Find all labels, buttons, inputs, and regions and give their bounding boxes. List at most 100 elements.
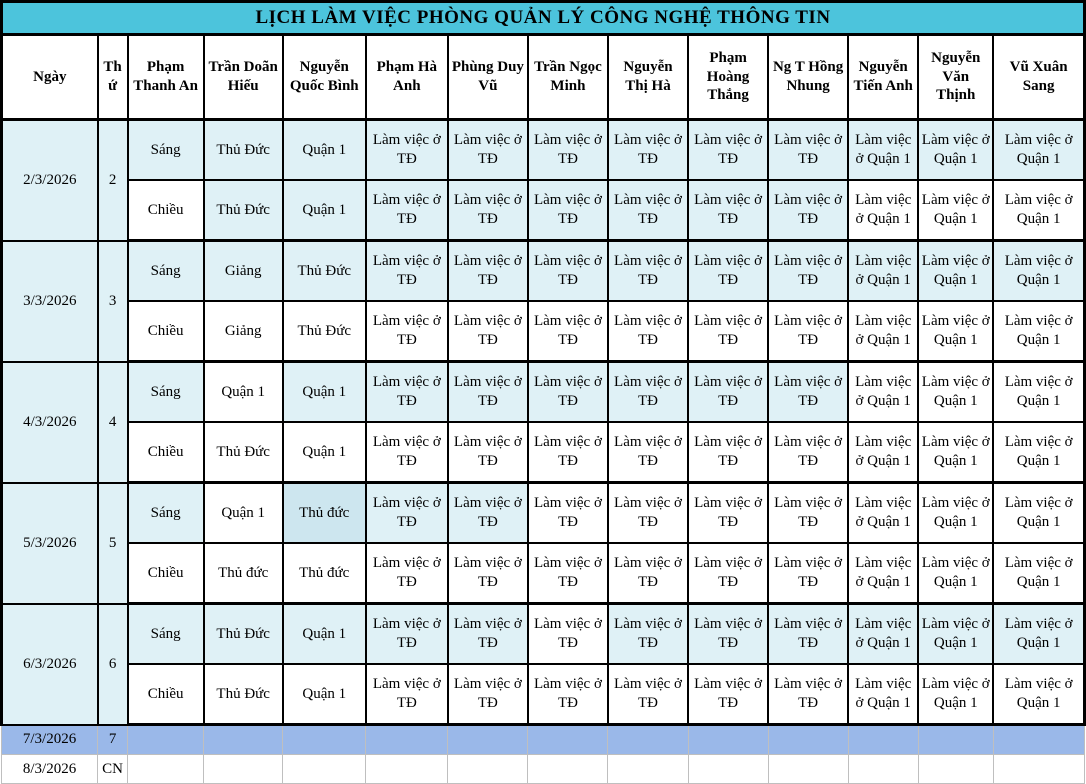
header-cell-tran-ngoc-minh[interactable]: Trần Ngọc Minh xyxy=(526,33,609,121)
empty-cell[interactable] xyxy=(847,724,919,755)
session-cell-chieu[interactable]: Chiều xyxy=(126,663,205,726)
schedule-cell[interactable]: Làm việc ở TĐ xyxy=(767,179,850,242)
schedule-cell[interactable]: Làm việc ở TĐ xyxy=(526,542,609,605)
schedule-cell[interactable]: Làm việc ở TĐ xyxy=(446,663,529,726)
weekday-cell[interactable]: 2 xyxy=(96,118,129,242)
schedule-cell[interactable]: Làm việc ở TĐ xyxy=(526,179,609,242)
schedule-cell[interactable]: Làm việc ở Quận 1 xyxy=(847,602,920,665)
empty-cell[interactable] xyxy=(917,724,994,755)
weekday-cell[interactable]: 7 xyxy=(97,724,129,755)
empty-cell[interactable] xyxy=(607,724,689,755)
schedule-cell[interactable]: Làm việc ở TĐ xyxy=(606,239,690,302)
weekday-cell[interactable]: CN xyxy=(97,754,129,784)
schedule-cell[interactable]: Làm việc ở TĐ xyxy=(364,360,449,423)
schedule-cell[interactable]: Làm việc ở TĐ xyxy=(606,663,690,726)
schedule-cell[interactable]: Thủ đức xyxy=(281,542,367,605)
empty-cell[interactable] xyxy=(447,724,529,755)
schedule-cell[interactable]: Làm việc ở TĐ xyxy=(767,542,850,605)
header-cell-ng-t-hong-nhung[interactable]: Ng T Hồng Nhung xyxy=(767,33,850,121)
schedule-cell[interactable]: Thủ Đức xyxy=(281,239,367,302)
header-cell-nguyen-quoc-binh[interactable]: Nguyễn Quốc Bình xyxy=(281,33,367,121)
schedule-cell[interactable]: Giảng xyxy=(202,239,284,302)
schedule-cell[interactable]: Làm việc ở TĐ xyxy=(606,118,690,181)
schedule-cell[interactable]: Quận 1 xyxy=(202,360,284,423)
schedule-cell[interactable]: Làm việc ở TĐ xyxy=(606,542,690,605)
schedule-cell[interactable]: Làm việc ở Quận 1 xyxy=(992,481,1086,544)
schedule-cell[interactable]: Làm việc ở Quận 1 xyxy=(992,300,1086,363)
header-cell-vu-xuan-sang[interactable]: Vũ Xuân Sang xyxy=(992,33,1086,121)
schedule-cell[interactable]: Làm việc ở TĐ xyxy=(364,179,449,242)
session-cell-sang[interactable]: Sáng xyxy=(126,360,205,423)
header-cell-nguyen-van-thinh[interactable]: Nguyễn Văn Thịnh xyxy=(917,33,995,121)
empty-cell[interactable] xyxy=(992,754,1086,784)
schedule-cell[interactable]: Quận 1 xyxy=(281,360,367,423)
schedule-cell[interactable]: Giảng xyxy=(202,300,284,363)
schedule-cell[interactable]: Làm việc ở TĐ xyxy=(364,300,449,363)
schedule-cell[interactable]: Làm việc ở Quận 1 xyxy=(917,179,995,242)
schedule-cell[interactable]: Làm việc ở TĐ xyxy=(606,421,690,484)
schedule-cell[interactable]: Làm việc ở TĐ xyxy=(606,300,690,363)
schedule-cell[interactable]: Làm việc ở TĐ xyxy=(687,360,770,423)
schedule-cell[interactable]: Làm việc ở Quận 1 xyxy=(917,239,995,302)
schedule-cell[interactable]: Làm việc ở TĐ xyxy=(364,663,449,726)
schedule-cell[interactable]: Làm việc ở Quận 1 xyxy=(917,360,995,423)
schedule-cell[interactable]: Làm việc ở TĐ xyxy=(526,300,609,363)
schedule-cell[interactable]: Làm việc ở Quận 1 xyxy=(992,663,1086,726)
schedule-cell[interactable]: Làm việc ở Quận 1 xyxy=(847,300,920,363)
schedule-cell[interactable]: Làm việc ở TĐ xyxy=(606,602,690,665)
schedule-cell[interactable]: Làm việc ở Quận 1 xyxy=(992,118,1086,181)
schedule-cell[interactable]: Làm việc ở Quận 1 xyxy=(847,118,920,181)
date-cell[interactable]: 4/3/2026 xyxy=(0,360,99,484)
schedule-cell[interactable]: Làm việc ở TĐ xyxy=(687,421,770,484)
schedule-cell[interactable]: Làm việc ở TĐ xyxy=(364,421,449,484)
schedule-cell[interactable]: Làm việc ở TĐ xyxy=(364,602,449,665)
date-cell[interactable]: 8/3/2026 xyxy=(0,754,99,784)
header-cell-tran-doan-hieu[interactable]: Trần Doãn Hiếu xyxy=(202,33,284,121)
schedule-cell[interactable]: Làm việc ở Quận 1 xyxy=(917,481,995,544)
schedule-cell[interactable]: Làm việc ở Quận 1 xyxy=(917,421,995,484)
header-cell-pham-thanh-an[interactable]: Phạm Thanh An xyxy=(126,33,205,121)
session-cell-sang[interactable]: Sáng xyxy=(126,239,205,302)
schedule-cell[interactable]: Làm việc ở TĐ xyxy=(526,360,609,423)
empty-cell[interactable] xyxy=(365,724,449,755)
date-cell[interactable]: 5/3/2026 xyxy=(0,481,99,605)
schedule-cell[interactable]: Làm việc ở TĐ xyxy=(767,481,850,544)
schedule-cell[interactable]: Làm việc ở TĐ xyxy=(687,542,770,605)
header-cell-thu[interactable]: Thứ xyxy=(96,33,129,121)
schedule-cell[interactable]: Làm việc ở TĐ xyxy=(364,239,449,302)
schedule-cell[interactable]: Làm việc ở TĐ xyxy=(767,239,850,302)
weekday-cell[interactable]: 4 xyxy=(96,360,129,484)
date-cell[interactable]: 3/3/2026 xyxy=(0,239,99,363)
session-cell-sang[interactable]: Sáng xyxy=(126,118,205,181)
schedule-cell[interactable]: Làm việc ở Quận 1 xyxy=(847,239,920,302)
date-cell[interactable]: 6/3/2026 xyxy=(0,602,99,726)
empty-cell[interactable] xyxy=(767,724,849,755)
empty-cell[interactable] xyxy=(127,724,205,755)
schedule-cell[interactable]: Quận 1 xyxy=(281,118,367,181)
empty-cell[interactable] xyxy=(365,754,449,784)
empty-cell[interactable] xyxy=(687,754,769,784)
schedule-cell[interactable]: Làm việc ở TĐ xyxy=(687,179,770,242)
schedule-cell[interactable]: Làm việc ở TĐ xyxy=(446,481,529,544)
empty-cell[interactable] xyxy=(607,754,689,784)
schedule-cell[interactable]: Làm việc ở TĐ xyxy=(364,542,449,605)
table-title[interactable]: LỊCH LÀM VIỆC PHÒNG QUẢN LÝ CÔNG NGHỆ TH… xyxy=(0,0,1086,36)
empty-cell[interactable] xyxy=(282,724,367,755)
schedule-cell[interactable]: Làm việc ở Quận 1 xyxy=(847,663,920,726)
schedule-cell[interactable]: Làm việc ở TĐ xyxy=(606,481,690,544)
schedule-cell[interactable]: Làm việc ở TĐ xyxy=(687,239,770,302)
schedule-cell[interactable]: Làm việc ở TĐ xyxy=(767,300,850,363)
schedule-cell[interactable]: Thủ Đức xyxy=(281,300,367,363)
header-cell-pham-hoang-thang[interactable]: Phạm Hoàng Thắng xyxy=(687,33,770,121)
schedule-cell[interactable]: Làm việc ở TĐ xyxy=(767,421,850,484)
schedule-cell[interactable]: Thủ đức xyxy=(202,542,284,605)
session-cell-chieu[interactable]: Chiều xyxy=(126,421,205,484)
schedule-cell[interactable]: Làm việc ở TĐ xyxy=(446,421,529,484)
schedule-cell[interactable]: Làm việc ở Quận 1 xyxy=(917,118,995,181)
schedule-cell[interactable]: Làm việc ở TĐ xyxy=(767,118,850,181)
session-cell-chieu[interactable]: Chiều xyxy=(126,300,205,363)
empty-cell[interactable] xyxy=(203,754,284,784)
empty-cell[interactable] xyxy=(847,754,919,784)
schedule-cell[interactable]: Quận 1 xyxy=(281,663,367,726)
schedule-cell[interactable]: Làm việc ở TĐ xyxy=(767,663,850,726)
